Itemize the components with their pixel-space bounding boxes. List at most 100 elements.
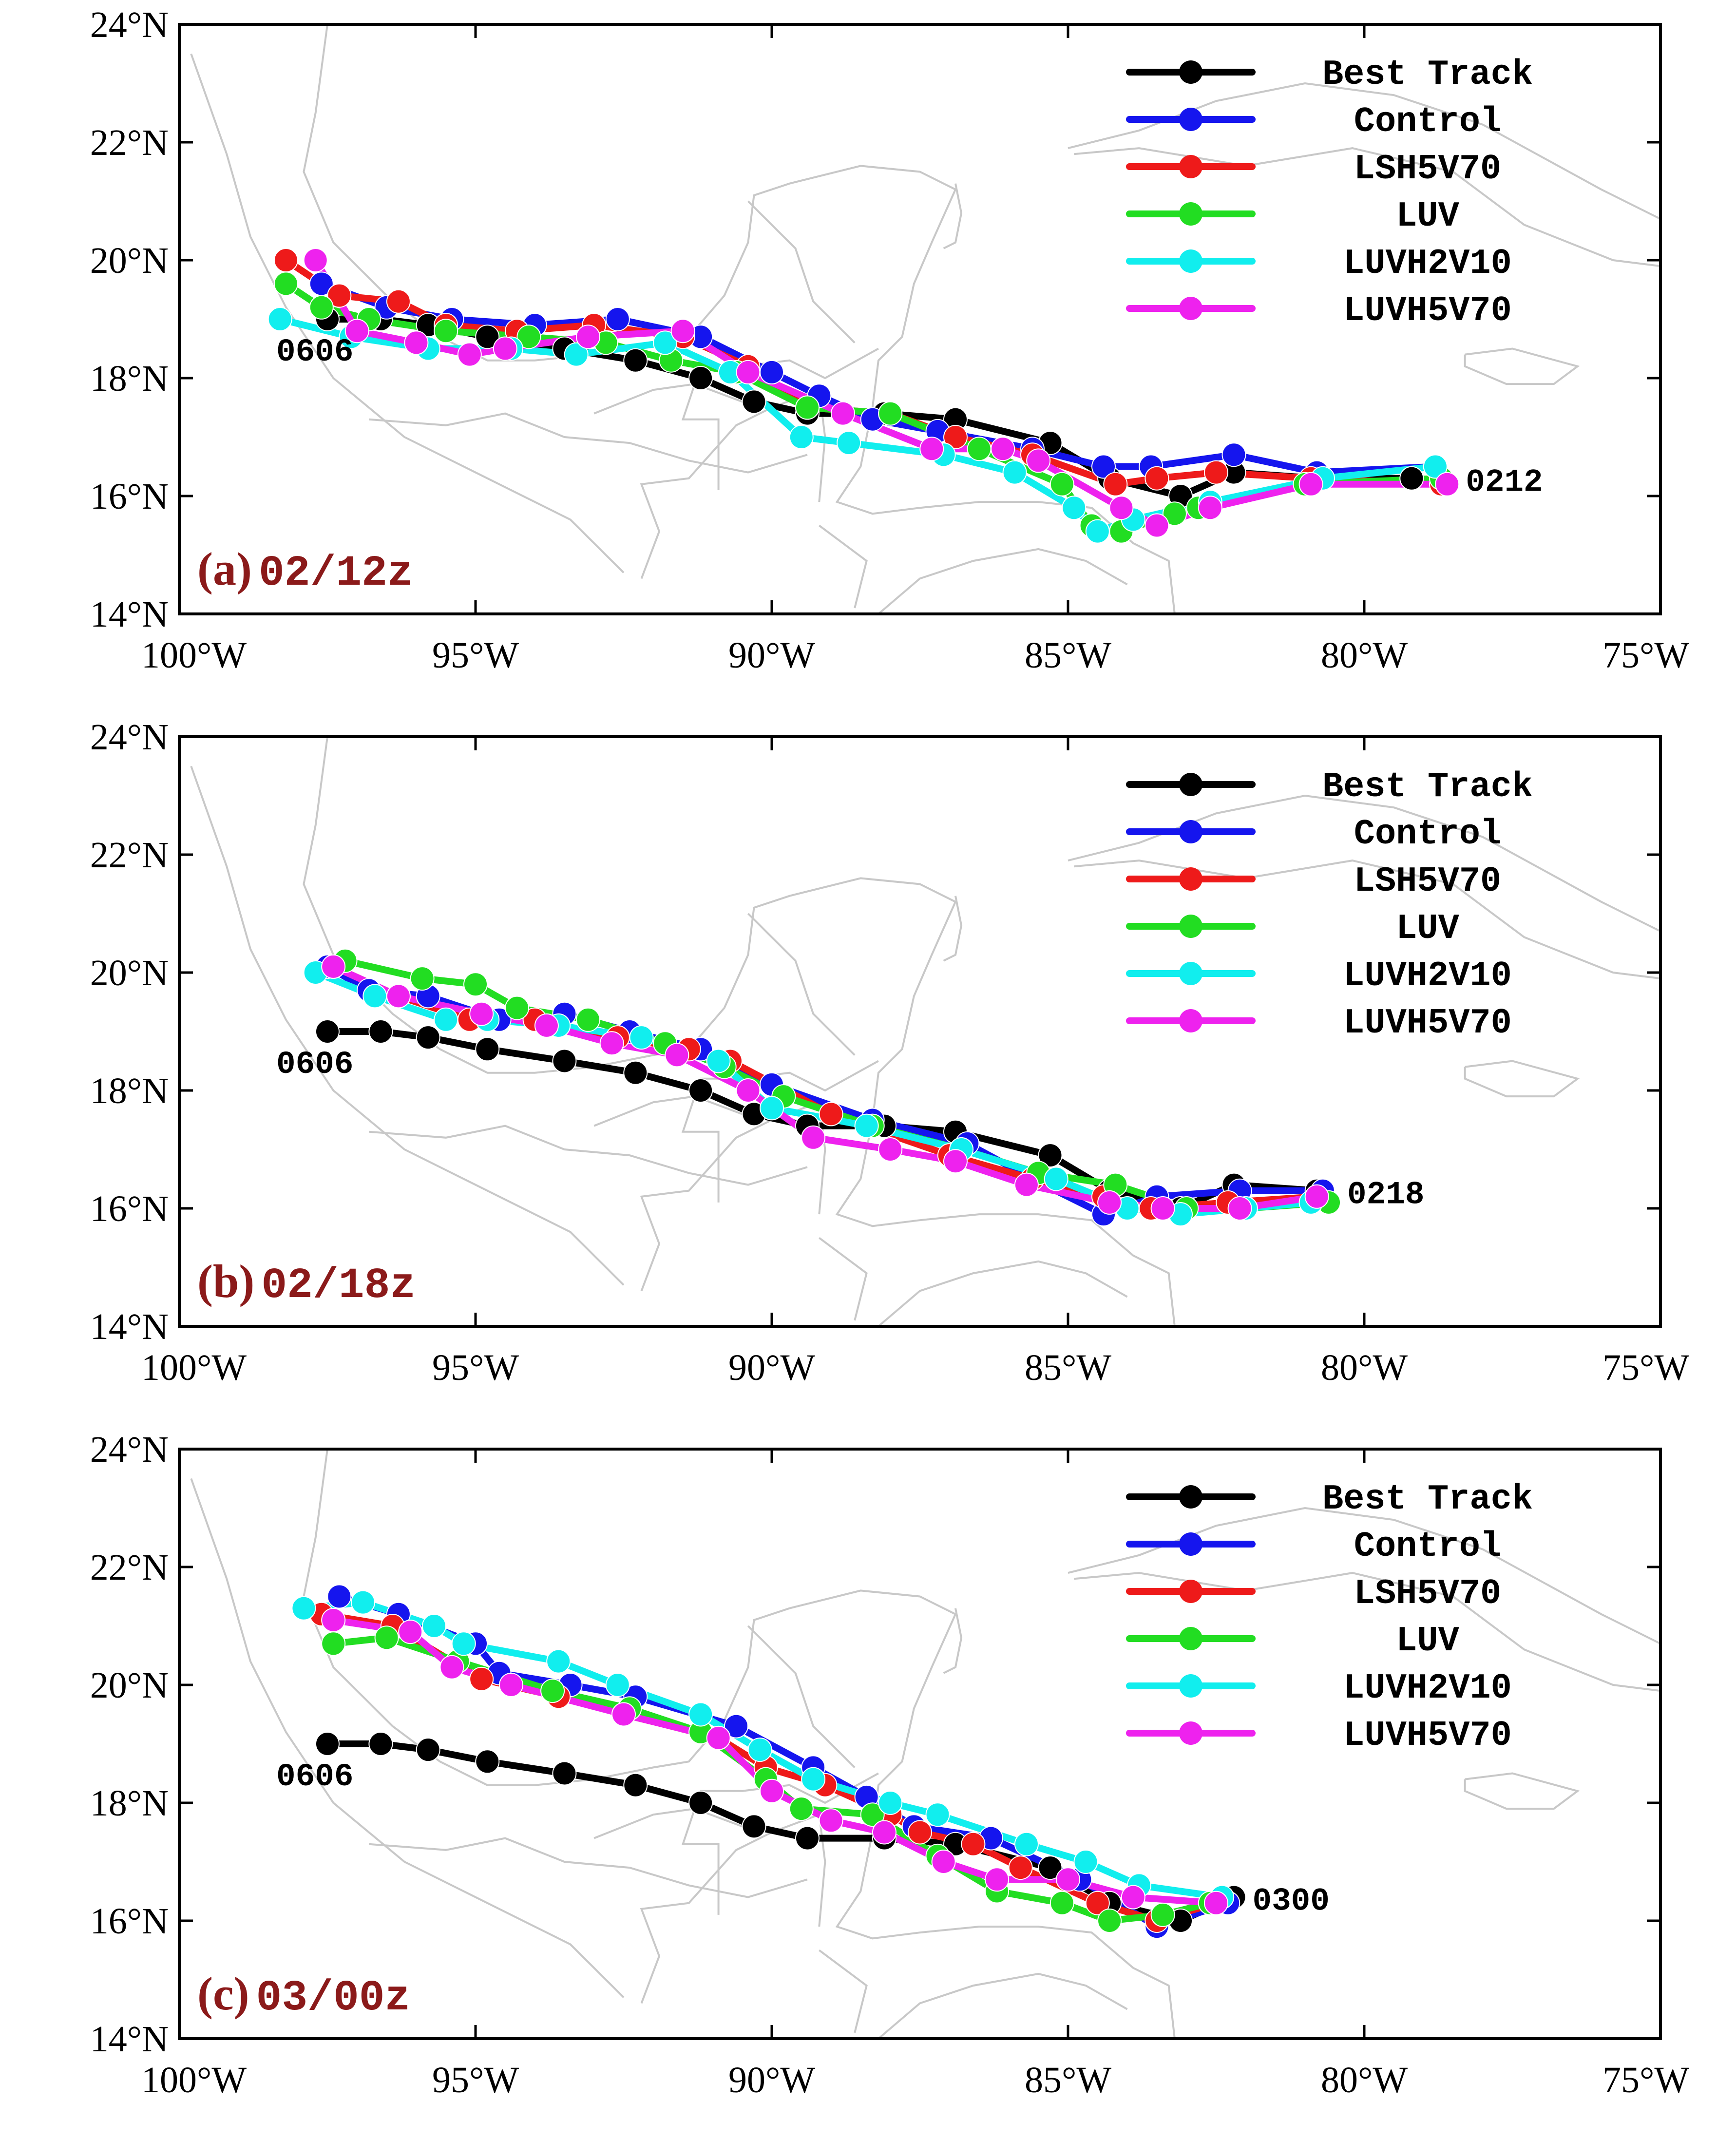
legend-marker-luvh5v70 [1179, 1721, 1202, 1745]
series-point-luvh5v70 [1227, 1196, 1252, 1221]
coastline [640, 1813, 826, 2004]
coastline [1068, 1507, 1660, 1645]
series-point-luv [1162, 501, 1187, 526]
series-point-lsh5v70 [469, 1666, 494, 1691]
series-point-luvh5v70 [736, 360, 761, 384]
series-point-best-track [552, 1761, 577, 1786]
series-point-luvh2v10 [801, 1767, 826, 1792]
legend-label-luvh2v10: LUVH2V10 [1343, 244, 1512, 284]
coastline [819, 524, 868, 609]
series-point-best-track [475, 1749, 500, 1774]
x-tick-label: 80°W [1321, 635, 1408, 676]
series-point-best-track [742, 389, 766, 414]
map-backdrop [190, 24, 1660, 614]
series-point-luvh2v10 [434, 1007, 458, 1032]
series-point-best-track [1399, 466, 1424, 491]
x-tick-label: 85°W [1025, 1347, 1111, 1388]
series-point-luvh2v10 [605, 1673, 630, 1697]
coastline [593, 1095, 743, 1127]
series-point-best-track [795, 1826, 820, 1851]
y-tick-label: 24°N [90, 717, 169, 758]
x-tick-label: 90°W [728, 1347, 815, 1388]
panel-label: (b) 02/18z [197, 1255, 416, 1310]
series-point-luvh2v10 [760, 1096, 784, 1121]
series-point-best-track [623, 1773, 648, 1797]
series-point-control [724, 1714, 748, 1739]
legend-marker-luvh2v10 [1179, 962, 1202, 985]
series-point-best-track [1038, 1855, 1063, 1880]
series-point-luvh5v70 [878, 1137, 903, 1162]
legend-label-luv: LUV [1396, 1621, 1459, 1661]
track-lines [291, 1584, 1246, 1939]
chart-panel-2: 0606 0218 Best Track Control LSH5V70 LUV LUVH2… [90, 717, 1690, 1388]
y-tick-label: 16°N [90, 1188, 169, 1229]
series-point-luvh5v70 [534, 1013, 559, 1038]
series-point-best-track [416, 1025, 440, 1050]
coastline [1074, 860, 1660, 980]
legend-label-luvh5v70: LUVH5V70 [1343, 291, 1512, 331]
chart-panel-1: 0606 0212 Best Track Control LSH5V70 LUV LUVH2… [90, 4, 1690, 676]
x-tick-label: 75°W [1602, 635, 1689, 676]
series-point-luvh2v10 [925, 1802, 950, 1827]
series-point-luvh2v10 [878, 1791, 903, 1815]
coastline [190, 53, 625, 573]
series-point-control [327, 1584, 352, 1609]
series-point-luvh2v10 [291, 1596, 316, 1621]
coastline [303, 24, 1176, 614]
series-point-luvh5v70 [1198, 496, 1222, 520]
legend-label-control: Control [1354, 1527, 1501, 1567]
legend-label-best-track: Best Track [1322, 767, 1533, 807]
coastline [1464, 347, 1580, 385]
series-point-luvh5v70 [576, 325, 600, 349]
series-point-luvh5v70 [801, 1125, 826, 1150]
legend-marker-lsh5v70 [1179, 867, 1202, 891]
legend-label-control: Control [1354, 102, 1501, 142]
series-point-luvh5v70 [398, 1620, 423, 1644]
end-time-label: 0300 [1252, 1883, 1329, 1920]
series-point-luvh5v70 [1298, 472, 1323, 497]
panel-letter: (c) [197, 1968, 249, 2020]
legend-marker-lsh5v70 [1179, 1580, 1202, 1603]
series-point-luv [1097, 1909, 1122, 1933]
series-point-luvh2v10 [688, 1702, 713, 1727]
series-point-luvh5v70 [611, 1702, 636, 1727]
coastline [747, 913, 856, 1056]
series-point-luv [795, 395, 820, 420]
series-point-lsh5v70 [273, 248, 298, 272]
coastline [593, 1808, 743, 1839]
legend-marker-luv [1179, 202, 1202, 226]
series-point-luvh5v70 [1056, 1867, 1080, 1892]
series-point-luv [321, 1631, 346, 1656]
series-point-luvh5v70 [469, 1001, 494, 1026]
series-point-luvh2v10 [1423, 454, 1448, 479]
x-tick-label: 100°W [141, 635, 247, 676]
series-point-lsh5v70 [908, 1820, 932, 1845]
coastline [368, 412, 808, 474]
series-point-best-track [368, 1019, 393, 1044]
series-point-luv [516, 325, 541, 349]
series-point-luvh5v70 [1014, 1172, 1039, 1197]
x-tick-label: 100°W [141, 1347, 247, 1388]
series-point-luvh5v70 [872, 1820, 897, 1845]
series-point-best-track [315, 1019, 340, 1044]
series-point-luvh5v70 [599, 1031, 624, 1056]
coastline [593, 383, 743, 415]
series-point-luv [374, 1625, 399, 1650]
y-tick-label: 18°N [90, 358, 169, 399]
track-lines [267, 248, 1460, 544]
series-point-luv [410, 966, 435, 991]
y-tick-label: 22°N [90, 835, 169, 876]
legend-marker-best-track [1179, 773, 1202, 796]
end-time-label: 0218 [1347, 1177, 1424, 1213]
x-tick-label: 95°W [432, 635, 519, 676]
series-point-luvh5v70 [1026, 448, 1051, 473]
series-point-lsh5v70 [961, 1832, 986, 1856]
series-point-control [760, 360, 784, 384]
series-point-luvh5v70 [991, 437, 1015, 461]
panel-label: (a) 02/12z [197, 543, 413, 598]
series-point-luvh2v10 [267, 307, 292, 331]
coastline [368, 1125, 808, 1186]
series-point-luvh2v10 [1002, 460, 1027, 485]
legend: Best Track Control LSH5V70 LUV LUVH2V10 LUVH5… [1126, 1479, 1533, 1756]
legend: Best Track Control LSH5V70 LUV LUVH2V10 LUVH5… [1126, 55, 1533, 331]
